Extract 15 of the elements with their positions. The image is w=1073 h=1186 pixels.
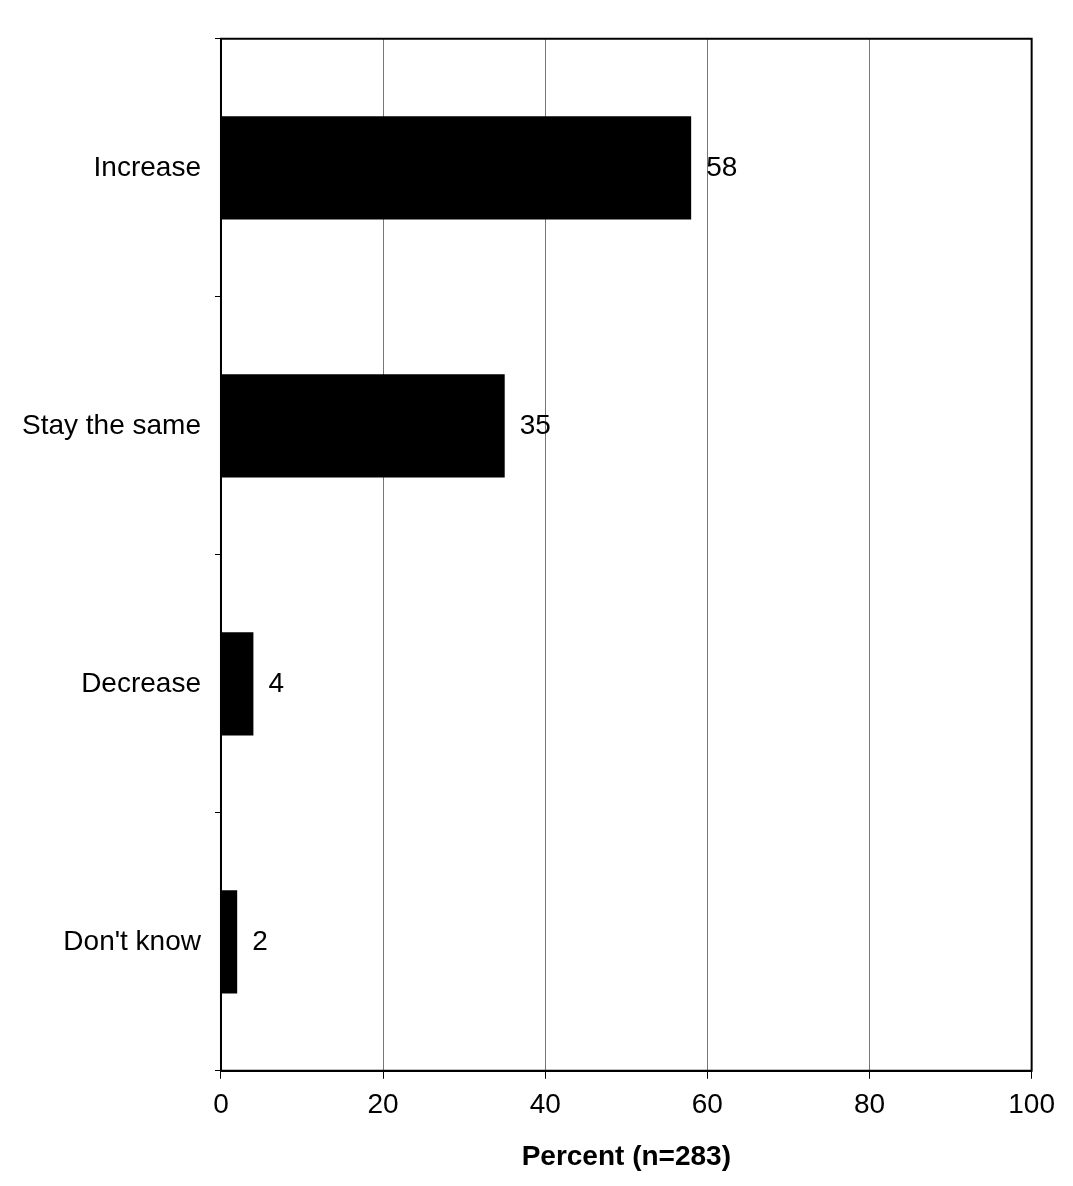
data-label: 35	[519, 408, 551, 440]
x-tick-label: 0	[213, 1088, 229, 1120]
data-label: 2	[252, 924, 268, 956]
data-label: 4	[268, 666, 284, 698]
y-tick-label: Increase	[93, 150, 201, 182]
x-axis-title: Percent (n=283)	[521, 1139, 731, 1171]
x-tick-label: 60	[691, 1088, 723, 1120]
data-label: 58	[706, 150, 738, 182]
x-tick-label: 100	[1008, 1088, 1055, 1120]
x-tick-label: 20	[367, 1088, 399, 1120]
y-tick-label: Decrease	[81, 666, 201, 698]
x-tick-label: 80	[853, 1088, 886, 1120]
y-tick-label: Don't know	[63, 924, 202, 956]
x-tick-label: 40	[529, 1088, 561, 1120]
y-tick-label: Stay the same	[21, 408, 201, 440]
